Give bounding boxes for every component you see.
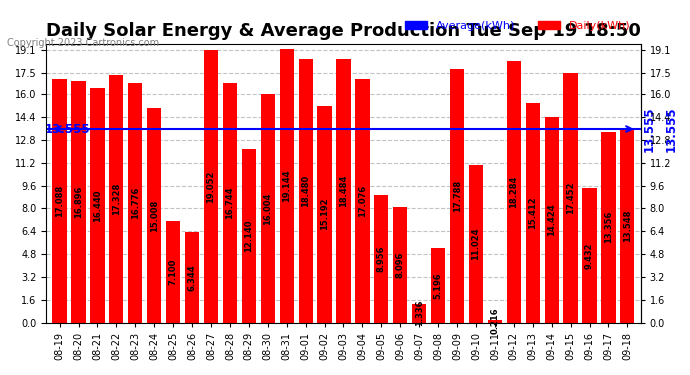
Text: Copyright 2023 Cartronics.com: Copyright 2023 Cartronics.com — [7, 38, 159, 48]
Text: 9.432: 9.432 — [585, 242, 594, 268]
Text: 17.452: 17.452 — [566, 182, 575, 214]
Bar — [412, 304, 426, 323]
Text: 13.555: 13.555 — [664, 106, 678, 152]
Bar — [299, 58, 313, 323]
Text: 13.555: 13.555 — [44, 123, 90, 135]
Bar — [393, 207, 407, 323]
Text: 16.896: 16.896 — [74, 186, 83, 218]
Text: 17.088: 17.088 — [55, 184, 64, 217]
Bar — [355, 79, 370, 323]
Bar — [450, 69, 464, 323]
Text: 6.344: 6.344 — [188, 264, 197, 291]
Text: 15.192: 15.192 — [320, 198, 329, 230]
Text: 17.076: 17.076 — [358, 184, 367, 217]
Bar — [469, 165, 483, 323]
Bar — [147, 108, 161, 323]
Bar — [582, 188, 597, 323]
Bar — [544, 117, 559, 323]
Text: 16.744: 16.744 — [226, 187, 235, 219]
Text: 18.480: 18.480 — [301, 175, 310, 207]
Bar — [431, 249, 445, 323]
Text: 1.336: 1.336 — [415, 300, 424, 326]
Text: 5.196: 5.196 — [433, 272, 442, 299]
Text: 17.328: 17.328 — [112, 183, 121, 215]
Text: 13.555: 13.555 — [642, 106, 655, 152]
Text: 16.440: 16.440 — [93, 189, 102, 222]
Bar — [337, 58, 351, 323]
Text: 13.356: 13.356 — [604, 211, 613, 243]
Bar — [241, 149, 256, 323]
Text: 8.096: 8.096 — [396, 252, 405, 278]
Text: 18.284: 18.284 — [509, 176, 518, 208]
Bar — [90, 88, 105, 323]
Bar — [72, 81, 86, 323]
Title: Daily Solar Energy & Average Production Tue Sep 19 18:50: Daily Solar Energy & Average Production … — [46, 22, 641, 40]
Bar — [564, 74, 578, 323]
Text: 14.424: 14.424 — [547, 203, 556, 236]
Bar — [109, 75, 124, 323]
Text: 15.008: 15.008 — [150, 200, 159, 232]
Text: 19.144: 19.144 — [282, 170, 291, 202]
Text: 19.052: 19.052 — [206, 170, 215, 203]
Bar — [506, 62, 521, 323]
Bar — [166, 221, 180, 323]
Bar — [602, 132, 615, 323]
Legend: Average(kWh), Daily(kWh): Average(kWh), Daily(kWh) — [401, 16, 635, 35]
Bar — [317, 106, 332, 323]
Bar — [620, 129, 635, 323]
Bar — [204, 51, 218, 323]
Text: 7.100: 7.100 — [168, 259, 177, 285]
Bar — [185, 232, 199, 323]
Bar — [52, 78, 67, 323]
Text: 18.484: 18.484 — [339, 174, 348, 207]
Bar — [374, 195, 388, 323]
Bar — [223, 84, 237, 323]
Text: 0.216: 0.216 — [491, 308, 500, 334]
Text: 12.140: 12.140 — [244, 220, 253, 252]
Text: 8.956: 8.956 — [377, 246, 386, 272]
Bar — [128, 83, 142, 323]
Text: 17.788: 17.788 — [453, 180, 462, 212]
Bar — [279, 49, 294, 323]
Bar — [261, 94, 275, 323]
Text: 16.776: 16.776 — [131, 187, 140, 219]
Bar — [526, 102, 540, 323]
Text: 13.548: 13.548 — [623, 210, 632, 242]
Text: 15.412: 15.412 — [529, 196, 538, 229]
Bar — [488, 320, 502, 323]
Text: 11.024: 11.024 — [471, 228, 480, 260]
Text: 16.004: 16.004 — [264, 192, 273, 225]
